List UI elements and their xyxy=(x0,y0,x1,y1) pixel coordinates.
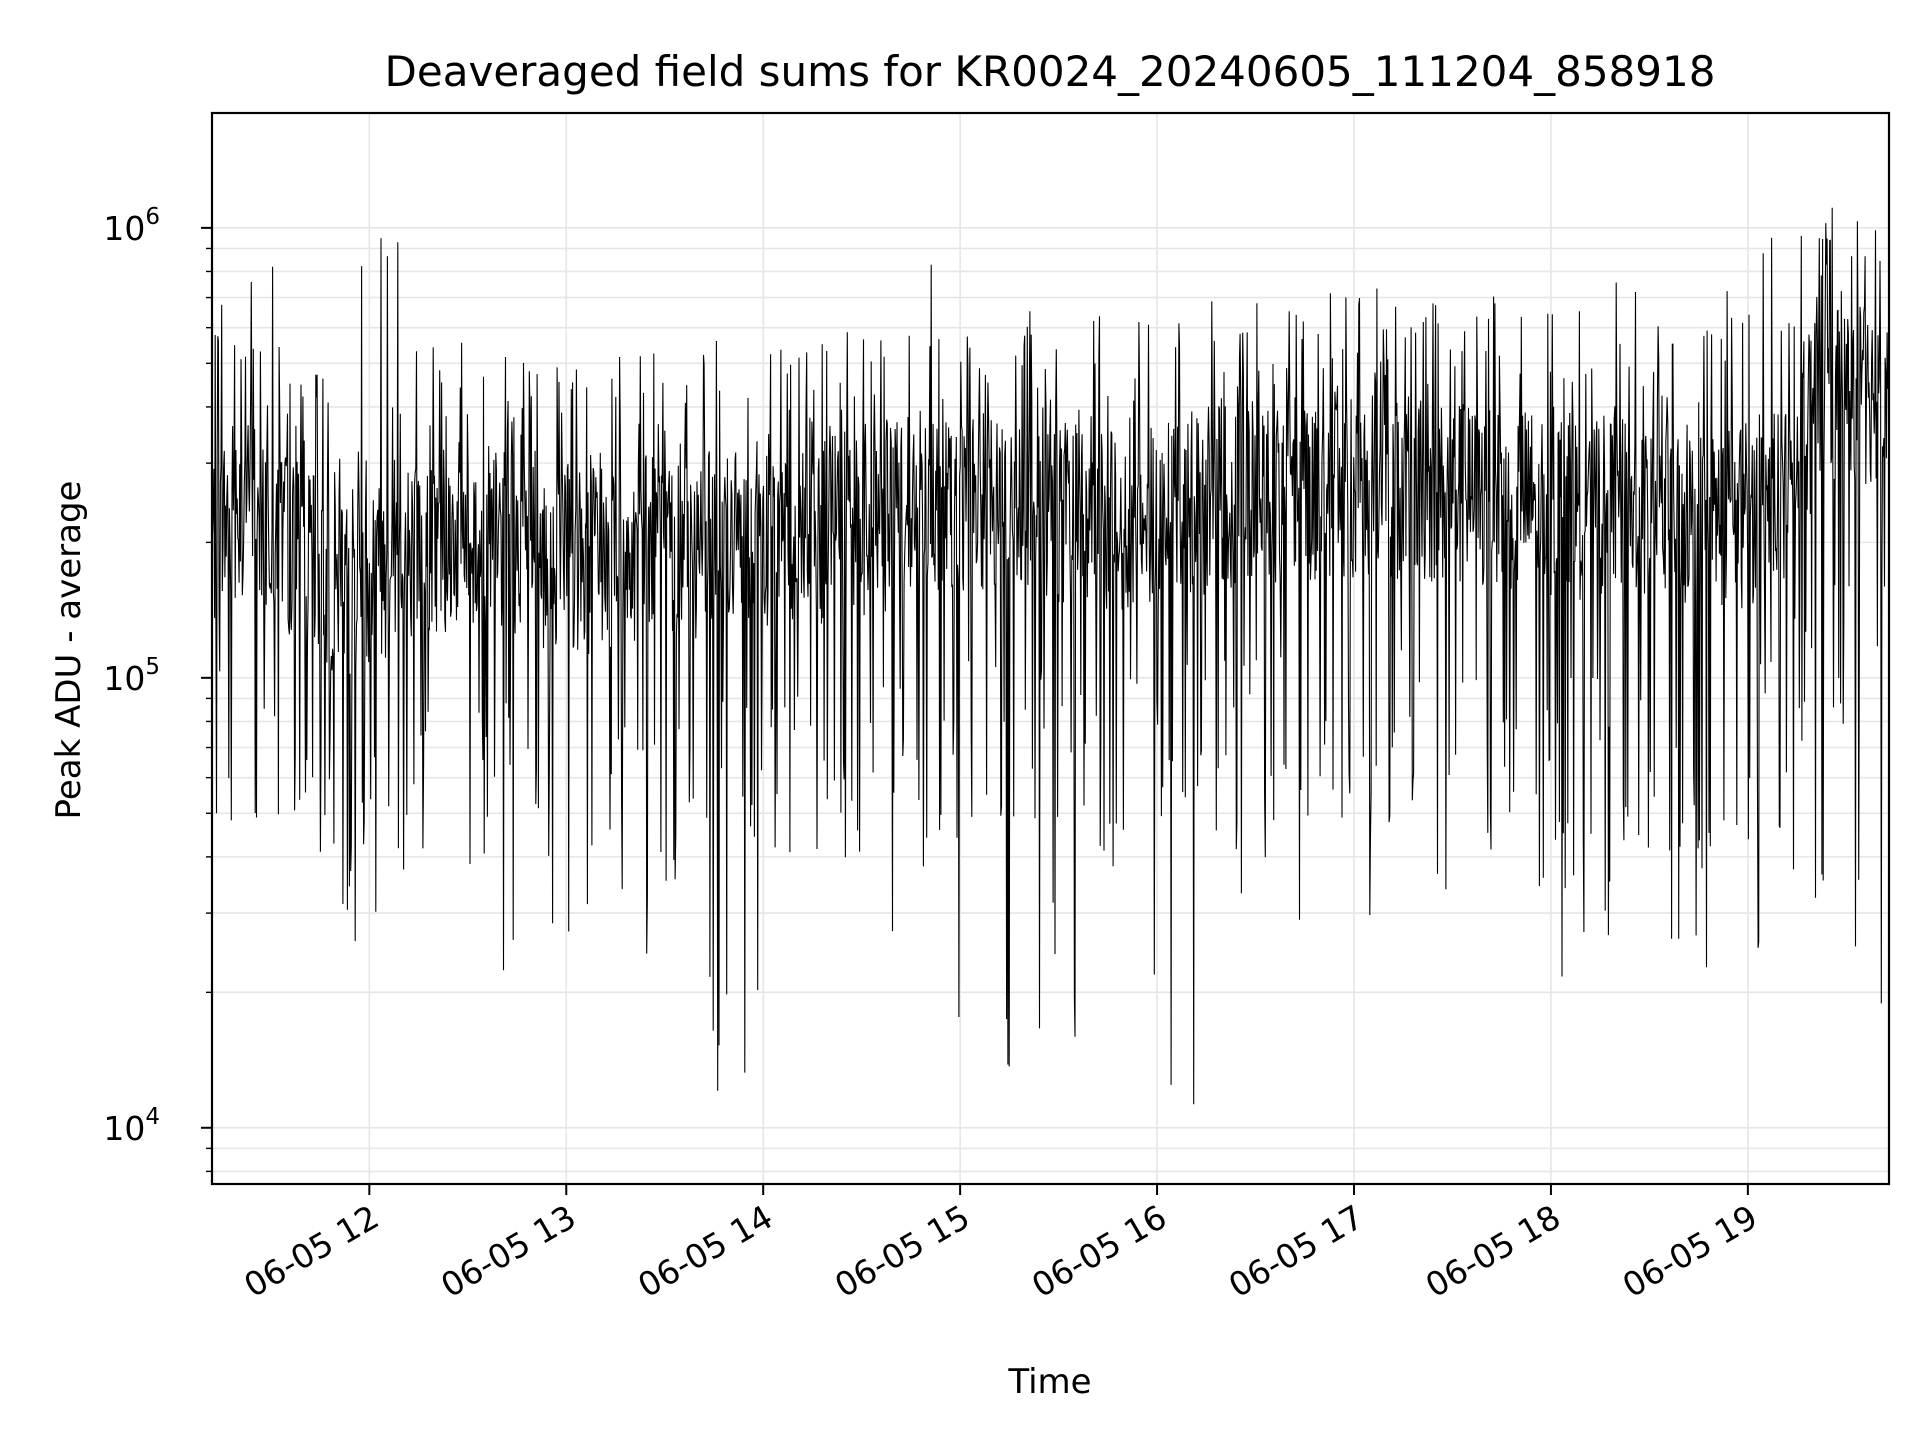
x-axis-label: Time xyxy=(1007,1362,1091,1402)
series xyxy=(211,207,1890,1105)
y-tick-exponent: 6 xyxy=(145,204,160,230)
y-tick-base: 10 xyxy=(103,1109,145,1148)
series-line xyxy=(211,207,1890,1105)
y-tick-label: 104 xyxy=(103,1104,160,1148)
y-tick-exponent: 5 xyxy=(145,654,160,680)
y-tick-label: 106 xyxy=(103,204,160,248)
y-tick-base: 10 xyxy=(103,209,145,248)
y-tick-label: 105 xyxy=(103,654,160,698)
plot-area-frame xyxy=(210,111,1891,1186)
y-tick-exponent: 4 xyxy=(145,1104,160,1130)
y-tick-base: 10 xyxy=(103,659,145,698)
chart-title: Deaveraged field sums for KR0024_2024060… xyxy=(385,47,1716,96)
y-axis-label: Peak ADU - average xyxy=(49,481,89,820)
